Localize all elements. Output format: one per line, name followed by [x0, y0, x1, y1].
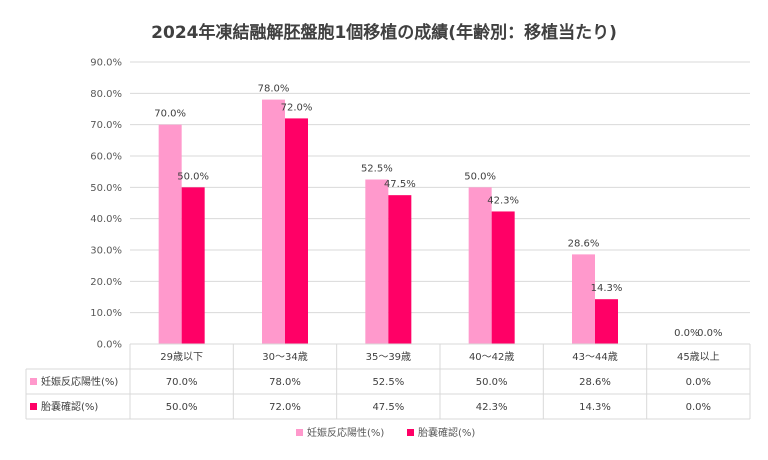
- y-tick-label: 40.0%: [90, 214, 122, 225]
- bar: [388, 195, 412, 344]
- table-cell: 52.5%: [372, 377, 404, 388]
- data-label: 72.0%: [281, 102, 313, 113]
- y-tick-label: 20.0%: [90, 277, 122, 288]
- bar: [285, 118, 308, 345]
- chart-title: 2024年凍結融解胚盤胞1個移植の成績(年齢別：移植当たり): [151, 22, 617, 43]
- y-tick-label: 0.0%: [97, 340, 122, 351]
- table-row-label: 胎嚢確認(%): [41, 400, 98, 413]
- table-cell: 47.5%: [372, 402, 404, 413]
- category-label: 40～42歳: [469, 351, 514, 363]
- data-label: 28.6%: [568, 238, 600, 249]
- table-cell: 42.3%: [476, 402, 508, 413]
- y-tick-label: 60.0%: [90, 152, 122, 163]
- bar: [181, 187, 205, 344]
- table-row-label: 妊娠反応陽性(%): [41, 375, 118, 388]
- table-cell: 78.0%: [269, 377, 301, 388]
- bars: [158, 99, 618, 345]
- table-cell: 0.0%: [686, 377, 711, 388]
- data-table: 29歳以下 30～34歳 35～39歳 40～42歳 43～44歳 45歳以上妊娠反応陽性…: [25, 343, 751, 420]
- bar: [572, 254, 595, 344]
- table-legend-key: [30, 403, 37, 410]
- bar: [262, 99, 285, 344]
- table-cell: 70.0%: [166, 377, 198, 388]
- category-label: 30～34歳: [262, 351, 307, 363]
- data-label: 78.0%: [258, 84, 290, 95]
- data-label: 14.3%: [591, 283, 623, 294]
- data-labels: 70.0% 50.0% 78.0% 72.0% 52.5% 47.5% 50.0% 42.3%…: [154, 84, 722, 339]
- category-label: 29歳以下: [160, 351, 203, 363]
- y-tick-label: 70.0%: [90, 120, 122, 131]
- table-cell: 14.3%: [579, 402, 611, 413]
- data-label: 50.0%: [177, 171, 209, 182]
- table-legend-key: [30, 378, 37, 385]
- y-tick-label: 10.0%: [90, 308, 122, 319]
- y-tick-label: 30.0%: [90, 246, 122, 257]
- category-label: 35～39歳: [366, 351, 411, 363]
- data-label: 0.0%: [674, 328, 699, 339]
- grid-lines: [130, 61, 750, 345]
- bar: [595, 299, 618, 344]
- category-label: 43～44歳: [572, 351, 617, 363]
- data-label: 70.0%: [154, 109, 186, 120]
- data-label: 50.0%: [464, 171, 496, 182]
- y-tick-label: 50.0%: [90, 183, 122, 194]
- table-cell: 72.0%: [269, 402, 301, 413]
- data-label: 47.5%: [384, 179, 416, 190]
- y-tick-label: 80.0%: [90, 89, 122, 100]
- legend-key: [296, 429, 303, 436]
- legend-key: [407, 429, 414, 436]
- data-label: 0.0%: [697, 328, 722, 339]
- table-cell: 50.0%: [476, 377, 508, 388]
- bar: [158, 124, 182, 345]
- data-label: 52.5%: [361, 164, 393, 175]
- table-cell: 50.0%: [166, 402, 198, 413]
- table-cell: 28.6%: [579, 377, 611, 388]
- bar: [365, 179, 389, 344]
- y-axis: 0.0% 10.0% 20.0% 30.0% 40.0% 50.0% 60.0% 70.0% 8…: [90, 58, 122, 351]
- table-cell: 0.0%: [686, 402, 711, 413]
- bar: [468, 187, 492, 344]
- bar: [491, 211, 515, 344]
- legend-label: 胎嚢確認(%): [418, 426, 475, 439]
- legend-label: 妊娠反応陽性(%): [307, 426, 384, 439]
- y-tick-label: 90.0%: [90, 58, 122, 69]
- legend: 妊娠反応陽性(%) 胎嚢確認(%): [296, 426, 475, 439]
- data-label: 42.3%: [487, 195, 519, 206]
- category-label: 45歳以上: [677, 351, 720, 363]
